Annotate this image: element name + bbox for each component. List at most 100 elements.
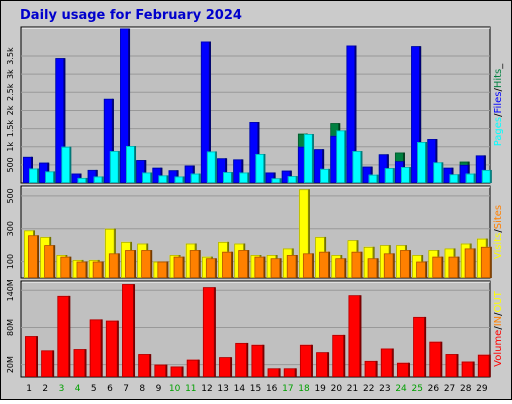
bar-pages [400, 167, 410, 183]
bar-sites [351, 251, 362, 278]
bar-sites [28, 235, 38, 278]
bar-volume [396, 362, 409, 377]
bar-outline [316, 352, 328, 377]
bar-files [217, 158, 227, 183]
x-tick-label: 20 [331, 384, 343, 394]
bar-pages [417, 142, 427, 183]
bar-volume [154, 364, 167, 377]
bar-sites [416, 261, 427, 278]
bar-pages [126, 145, 136, 183]
bar-sites [205, 258, 216, 278]
bar-pages [449, 174, 459, 183]
bar-sites [399, 250, 410, 278]
bar-pages [320, 168, 330, 183]
bar-volume [283, 368, 296, 377]
bar-volume [429, 341, 442, 377]
bar-sites [383, 253, 394, 278]
bar-outline [57, 296, 70, 377]
bar-outline [400, 250, 410, 278]
x-axis-day-labels: 1 2 3 4 5 6 7 8 9 10 11 12 13 14 15 16 17 18 19 20 21 22 23 24 2… [26, 384, 488, 394]
bar-pages [174, 176, 184, 183]
bar-outline [464, 248, 475, 278]
bar-volume [170, 366, 183, 377]
bar-outline [104, 99, 113, 183]
bar-volume [477, 354, 490, 377]
x-tick-label: 11 [185, 384, 196, 394]
bar-sites [302, 253, 313, 278]
bar-outline [76, 261, 87, 278]
bar-outline [433, 162, 443, 183]
x-tick-label: 7 [123, 384, 129, 394]
bar-files [39, 162, 49, 183]
x-tick-label: 8 [139, 384, 145, 394]
bar-volume [122, 284, 135, 377]
bar-sites [157, 261, 168, 278]
x-tick-label: 18 [298, 384, 310, 394]
bar-outline [158, 175, 168, 183]
bar-volume [267, 368, 280, 377]
bar-outline [173, 256, 184, 278]
bar-outline [222, 251, 232, 278]
bar-pages [352, 151, 362, 183]
bar-outline [142, 172, 152, 183]
bar-outline [427, 139, 437, 183]
bar-files [249, 122, 259, 183]
bar-outline [186, 359, 199, 377]
bar-outline [476, 155, 485, 183]
bar-outline [300, 344, 312, 377]
bar-pages [481, 169, 491, 183]
bar-outline [270, 258, 281, 278]
bar-files [87, 169, 97, 183]
bar-files [297, 146, 307, 183]
bar-volume [41, 350, 54, 377]
bar-outline [255, 154, 265, 183]
bar-outline [93, 176, 103, 183]
bar-outline [61, 146, 71, 183]
y-tick-label: 300 [6, 221, 15, 236]
bar-outline [267, 368, 280, 377]
panel-ylabel: Pages/Files/Hits_ [493, 63, 504, 147]
bar-pages [433, 162, 443, 183]
bar-files [136, 160, 146, 183]
bar-outline [110, 151, 119, 183]
bar-outline [314, 149, 323, 183]
y-tick-label: 1k [6, 141, 15, 151]
bar-outline [380, 348, 393, 377]
bar-sites [222, 251, 233, 278]
x-tick-label: 12 [201, 384, 212, 394]
bar-outline [238, 250, 249, 278]
bar-volume [251, 344, 264, 377]
bar-pages [303, 134, 313, 183]
bar-sites [44, 245, 55, 278]
x-tick-label: 29 [476, 384, 488, 394]
bar-outline [432, 256, 443, 278]
y-tick-label: 100 [6, 254, 15, 269]
x-tick-label: 21 [347, 384, 358, 394]
x-tick-label: 27 [444, 384, 455, 394]
bar-outline [219, 357, 231, 377]
bar-pages [384, 168, 394, 183]
bar-outline [448, 256, 459, 278]
bar-pages [45, 171, 55, 183]
bar-files [378, 154, 388, 183]
bar-outline [332, 335, 345, 377]
bar-outline [170, 366, 183, 377]
x-tick-label: 16 [266, 384, 278, 394]
x-tick-label: 22 [363, 384, 374, 394]
x-tick-label: 9 [156, 384, 162, 394]
bar-files [475, 155, 485, 183]
y-tick-label: 2k [6, 105, 15, 115]
bar-outline [138, 354, 151, 377]
bar-sites [319, 251, 330, 278]
x-tick-label: 17 [282, 384, 293, 394]
bar-outline [461, 361, 474, 377]
y-tick-label: 80M [6, 319, 15, 336]
bar-outline [233, 159, 243, 183]
bar-outline [417, 142, 426, 183]
bar-sites [432, 256, 443, 278]
bar-sites [464, 248, 475, 278]
bar-outline [283, 368, 296, 377]
bar-files [265, 172, 275, 183]
bar-sites [92, 261, 103, 278]
bar-outline [352, 151, 362, 183]
